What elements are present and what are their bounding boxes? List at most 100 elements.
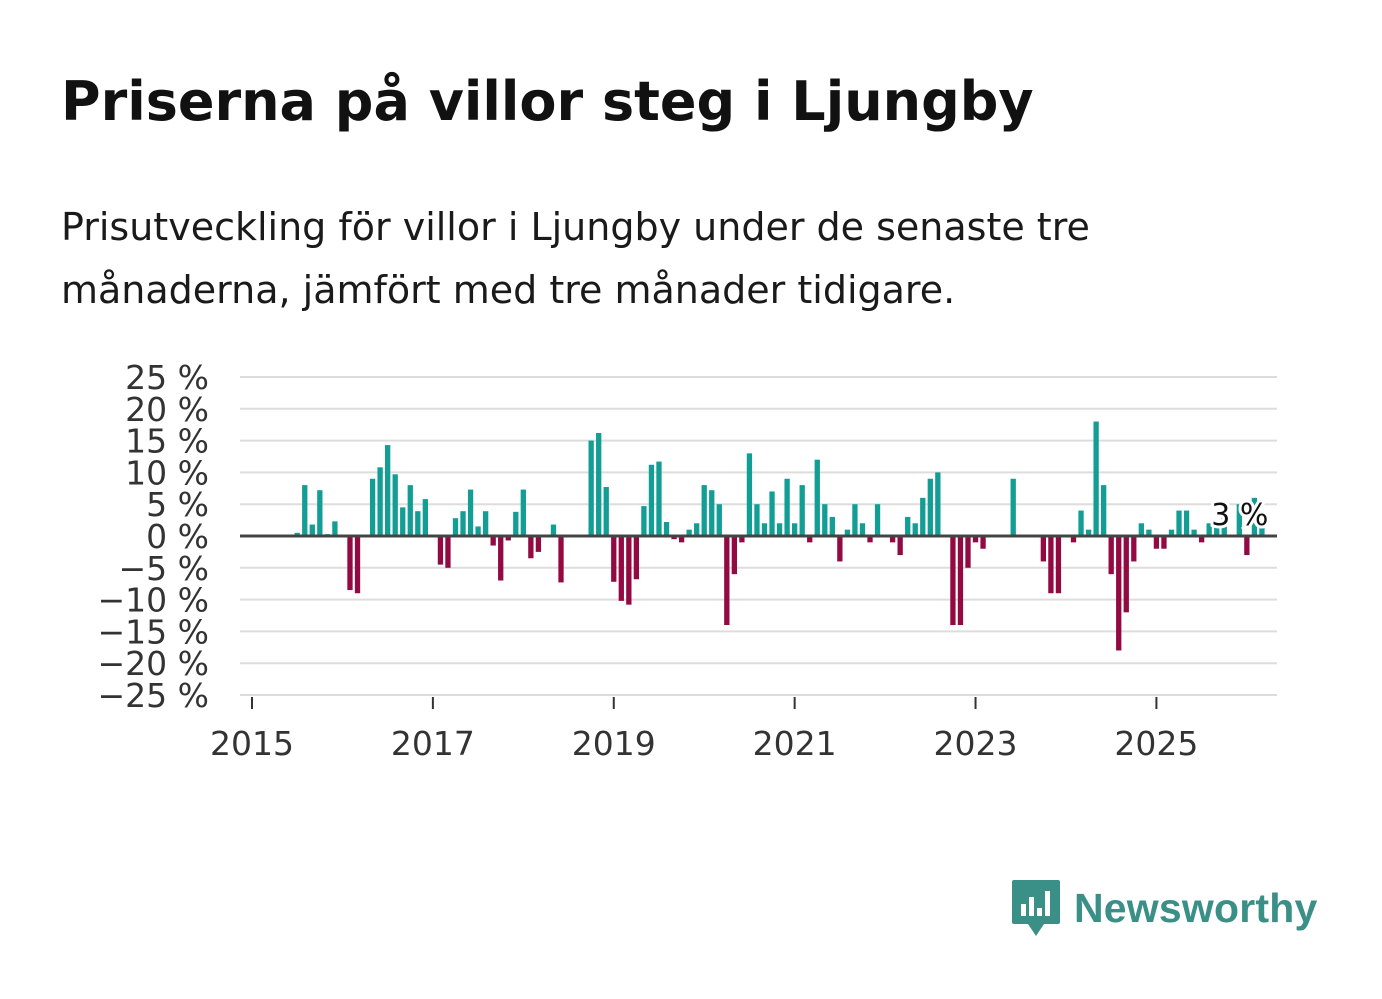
- bar: [1251, 497, 1258, 536]
- bar: [867, 536, 873, 543]
- x-axis-ticks: 2015 2017 2019 2021 2023 2025: [210, 697, 1198, 760]
- bar: [776, 523, 783, 536]
- bar: [294, 532, 300, 536]
- bar: [369, 478, 376, 536]
- y-tick-label: −15 %: [98, 612, 210, 651]
- bar: [558, 536, 564, 583]
- bar: [980, 536, 986, 549]
- bar: [686, 529, 692, 536]
- y-tick-label: −5 %: [119, 549, 210, 588]
- bar: [535, 536, 542, 552]
- y-tick-label: 15 %: [125, 422, 209, 461]
- value-annotation: 3 %: [1211, 498, 1268, 533]
- bar: [724, 536, 730, 626]
- bar: [1108, 536, 1114, 575]
- bar: [844, 529, 851, 536]
- bar: [1198, 536, 1205, 543]
- bar: [1214, 523, 1220, 536]
- bar: [611, 536, 617, 582]
- bar: [656, 461, 662, 536]
- bar: [791, 523, 798, 536]
- x-tick-label: 2025: [1114, 724, 1198, 760]
- bar: [482, 511, 489, 536]
- bar: [1161, 536, 1167, 549]
- bar: [422, 499, 428, 536]
- brand-name: Newsworthy: [1074, 884, 1318, 931]
- bar: [1116, 536, 1122, 651]
- bar: [1131, 536, 1137, 562]
- bar: [618, 536, 624, 601]
- bar: [452, 518, 459, 536]
- bar: [1236, 504, 1242, 536]
- bar: [603, 487, 609, 536]
- bar: [1146, 529, 1152, 536]
- bar: [663, 522, 670, 536]
- bar: [1183, 510, 1190, 536]
- bar: [1206, 523, 1212, 536]
- bar: [965, 536, 971, 568]
- bar: [641, 506, 647, 536]
- bar: [385, 445, 391, 536]
- y-tick-label: −10 %: [98, 581, 210, 620]
- bar: [354, 536, 361, 594]
- bar: [528, 536, 534, 559]
- bar: [972, 536, 979, 543]
- bar: [633, 536, 640, 580]
- bar: [814, 459, 820, 536]
- bar: [490, 536, 496, 546]
- bar: [678, 536, 685, 543]
- x-tick-label: 2017: [391, 724, 475, 760]
- bar: [407, 485, 413, 536]
- bar: [829, 516, 835, 536]
- bar: [1221, 510, 1227, 536]
- x-tick-label: 2015: [210, 724, 294, 760]
- bar: [505, 536, 511, 541]
- bar: [701, 485, 707, 536]
- bar: [746, 453, 753, 536]
- bar: [377, 467, 383, 536]
- bar: [550, 524, 557, 536]
- bar: [957, 536, 964, 626]
- y-axis-ticks: 25 %20 %15 %10 %5 %0 %−5 %−10 %−15 %−20 …: [98, 358, 210, 715]
- bar: [400, 507, 406, 536]
- bar: [799, 485, 805, 536]
- bar: [1191, 529, 1197, 536]
- bar: [1138, 523, 1144, 536]
- bar: [498, 536, 504, 581]
- bar: [626, 536, 632, 605]
- y-tick-label: 20 %: [125, 390, 209, 429]
- bar: [467, 489, 474, 536]
- bar: [1055, 536, 1062, 594]
- bar: [1085, 529, 1092, 536]
- bar: [716, 504, 722, 536]
- bar: [897, 536, 903, 556]
- bar: [392, 474, 398, 536]
- x-tick-label: 2019: [572, 724, 656, 760]
- bar: [935, 472, 941, 536]
- bar: [1070, 536, 1077, 543]
- bar: [852, 504, 858, 536]
- x-tick-label: 2021: [753, 724, 837, 760]
- bar: [332, 521, 338, 536]
- bar: [694, 523, 700, 536]
- annotations: 3 %: [1208, 495, 1271, 536]
- bar: [475, 526, 481, 536]
- bar: [739, 536, 745, 543]
- bar: [761, 523, 768, 536]
- bar: [905, 516, 911, 536]
- bar: [912, 523, 918, 536]
- bar: [1244, 536, 1250, 556]
- bar: [874, 504, 881, 536]
- y-tick-label: −25 %: [98, 676, 210, 715]
- bar-chart-speech-bubble-icon: [1012, 880, 1060, 936]
- bar: [784, 478, 790, 536]
- bar: [309, 524, 315, 536]
- bar: [596, 432, 602, 536]
- bar: [950, 536, 956, 626]
- x-tick-label: 2023: [934, 724, 1018, 760]
- bars: [294, 421, 1265, 651]
- bar: [347, 536, 353, 591]
- bar: [520, 489, 526, 536]
- y-tick-label: 10 %: [125, 453, 209, 492]
- bar: [648, 464, 655, 536]
